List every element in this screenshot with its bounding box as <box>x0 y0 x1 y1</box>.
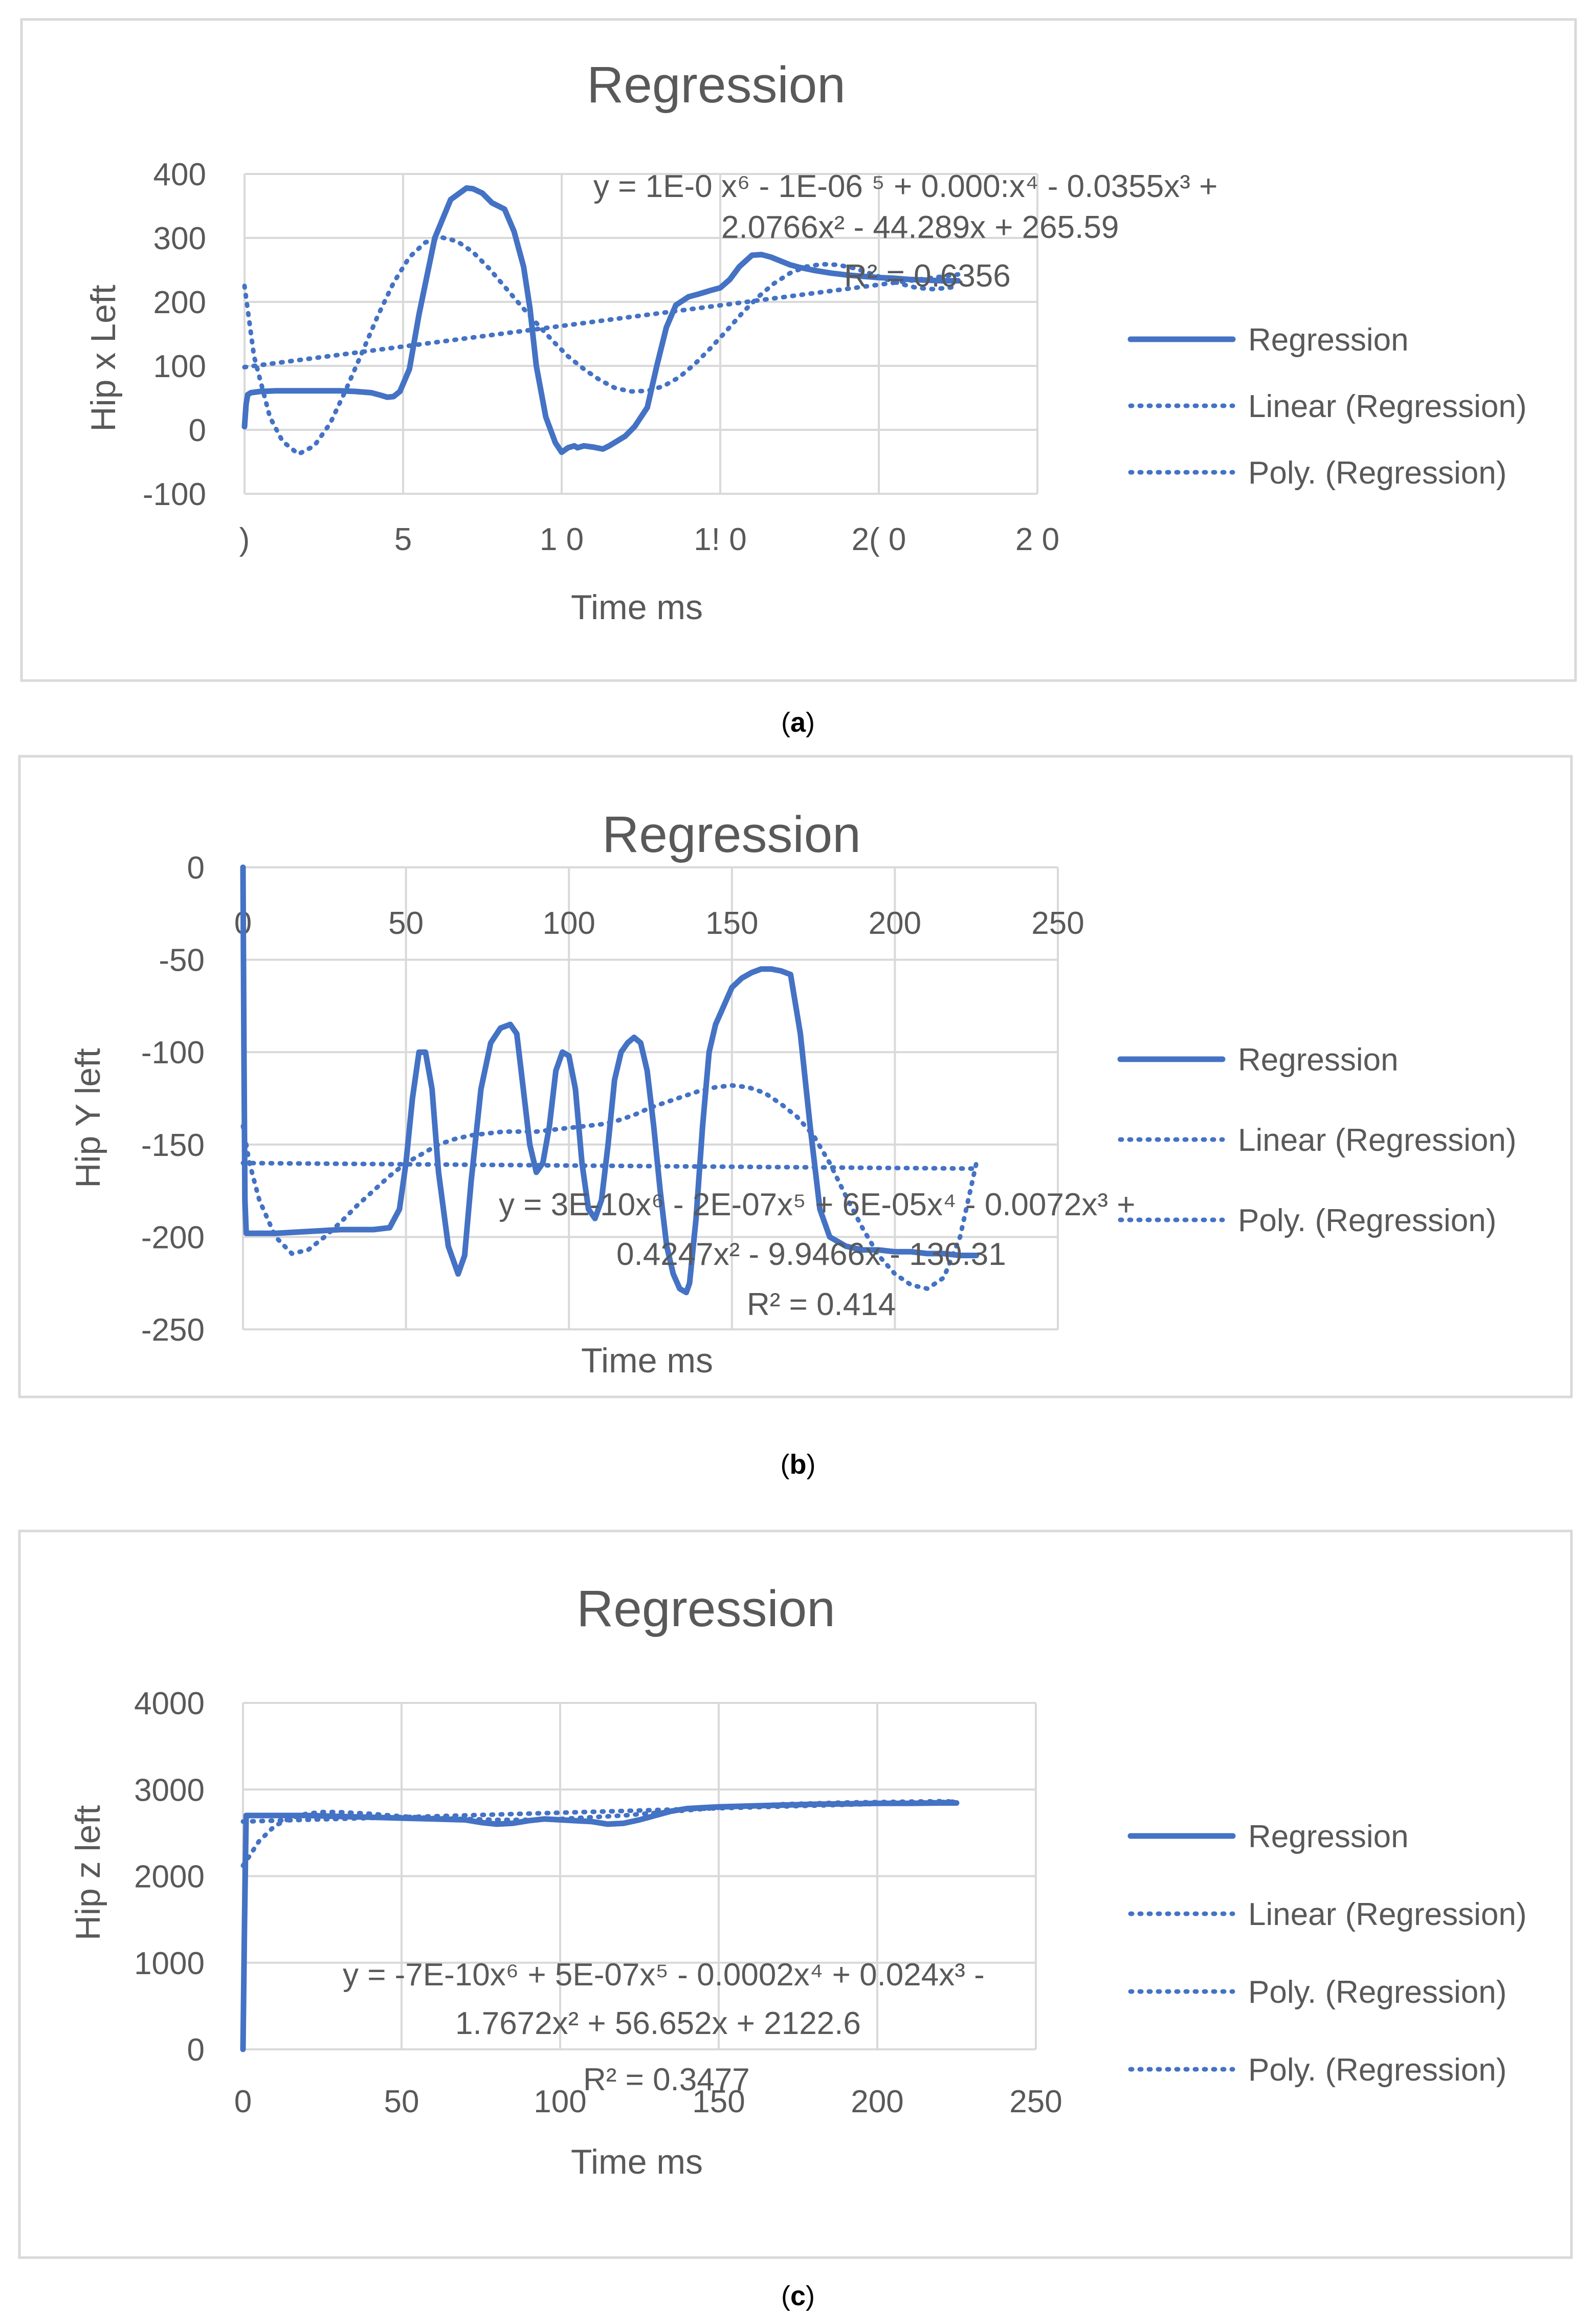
chart-frame-a <box>20 18 1577 682</box>
chart-frame-b <box>18 755 1573 1398</box>
x-tick-label-b-5: 250 <box>1031 906 1084 941</box>
y-tick-label-b-0: -250 <box>141 1312 205 1348</box>
y-tick-label-c-4: 4000 <box>134 1686 205 1721</box>
x-axis-label-b: Time ms <box>581 1341 713 1380</box>
series-c-poly-regression <box>240 1799 959 1868</box>
y-tick-label-c-3: 3000 <box>134 1773 205 1808</box>
y-tick-label-a-4: 300 <box>153 221 206 256</box>
y-tick-label-b-1: -200 <box>141 1220 205 1255</box>
x-axis-label-c: Time ms <box>571 2142 703 2181</box>
x-tick-label-a-4: 2( 0 <box>852 522 906 557</box>
x-tick-label-c-5: 250 <box>1009 2084 1062 2119</box>
chart-frame-c <box>18 1529 1573 2259</box>
y-axis-label-b: Hip Y left <box>69 1048 107 1188</box>
panel-b: Regression -250-200-150-100-500 0 50 100 15… <box>18 755 1573 1480</box>
legend-label-b-2: Poly. (Regression) <box>1238 1203 1496 1238</box>
x-tick-label-c-1: 50 <box>384 2084 419 2119</box>
y-tick-label-b-2: -150 <box>141 1128 205 1163</box>
series-b-linear-regression <box>240 1161 979 1171</box>
x-tick-label-a-5: 2 0 <box>1015 522 1059 557</box>
equation-line-1-c: y = -7E-10x⁶ + 5E-07x⁵ - 0.0002x⁴ + 0.02… <box>343 1957 985 1993</box>
panel-a: Regression -100 0 100 200 300 400 ) 5 1 0 1! 0 2(… <box>20 18 1577 738</box>
equation-line-1-a: y = 1E-0 x⁶ - 1E-06 ⁵ + 0.000:x⁴ - 0.035… <box>593 169 1217 204</box>
y-tick-label-a-0: -100 <box>143 477 206 512</box>
legend-label-c-2: Poly. (Regression) <box>1248 1975 1506 2010</box>
y-tick-label-b-3: -100 <box>141 1035 205 1070</box>
legend-label-a-1: Linear (Regression) <box>1248 389 1526 424</box>
x-tick-label-b-1: 50 <box>388 906 424 941</box>
legend-label-c-1: Linear (Regression) <box>1248 1897 1526 1932</box>
y-tick-label-a-3: 200 <box>153 285 206 320</box>
equation-line-1-b: y = 3E-10x⁶ - 2E-07x⁵ + 6E-05x⁴ - 0.0072… <box>499 1187 1135 1222</box>
r-squared-a: R² = 0.6356 <box>844 258 1011 294</box>
chart-title-c: Regression <box>577 1580 835 1637</box>
series-a-regression <box>241 185 961 455</box>
caption-a: (a) <box>781 707 815 738</box>
y-axis-label-a: Hip x Left <box>84 285 123 431</box>
y-tick-label-b-4: -50 <box>159 943 205 978</box>
trendline-equation-b: y = 3E-10x⁶ - 2E-07x⁵ + 6E-05x⁴ - 0.0072… <box>499 1187 1135 1322</box>
y-tick-label-a-2: 100 <box>153 349 206 384</box>
legend-label-a-2: Poly. (Regression) <box>1248 455 1506 491</box>
x-tick-label-b-4: 200 <box>869 906 921 941</box>
x-axis-label-a: Time ms <box>571 588 703 627</box>
x-tick-label-b-2: 100 <box>542 906 595 941</box>
y-tick-label-b-5: 0 <box>187 850 205 886</box>
trendline-equation-c: y = -7E-10x⁶ + 5E-07x⁵ - 0.0002x⁴ + 0.02… <box>343 1957 985 2097</box>
x-tick-label-c-0: 0 <box>234 2084 252 2119</box>
x-tick-label-a-0: ) <box>239 522 250 557</box>
legend-label-b-1: Linear (Regression) <box>1238 1123 1516 1158</box>
caption-b: (b) <box>781 1449 816 1480</box>
trendline-equation-a: y = 1E-0 x⁶ - 1E-06 ⁵ + 0.000:x⁴ - 0.035… <box>593 169 1217 294</box>
y-tick-label-c-2: 2000 <box>134 1859 205 1895</box>
legend-label-a-0: Regression <box>1248 322 1409 358</box>
x-tick-label-c-4: 200 <box>851 2084 903 2119</box>
r-squared-b: R² = 0.414 <box>747 1287 896 1322</box>
y-tick-label-a-1: 0 <box>189 413 206 448</box>
series-a-poly-regression <box>242 235 961 457</box>
equation-line-2-b: 0.4247x² - 9.9466x - 130.31 <box>616 1237 1006 1272</box>
y-tick-label-c-1: 1000 <box>134 1946 205 1981</box>
x-tick-label-a-1: 5 <box>394 522 412 557</box>
x-tick-label-b-3: 150 <box>705 906 758 941</box>
equation-line-2-a: 2.0766x² - 44.289x + 265.59 <box>721 210 1119 245</box>
x-tick-label-c-3: 150 <box>692 2084 745 2119</box>
caption-c: (c) <box>781 2281 815 2311</box>
series-c-linear-regression <box>240 1799 959 1824</box>
y-tick-label-c-0: 0 <box>187 2032 205 2068</box>
x-tick-label-a-3: 1! 0 <box>694 522 746 557</box>
series-b-regression <box>240 864 980 1296</box>
series-b-poly-regression <box>240 1083 979 1292</box>
chart-title-b: Regression <box>602 806 861 863</box>
legend-label-c-0: Regression <box>1248 1819 1409 1854</box>
legend-label-b-0: Regression <box>1238 1042 1399 1078</box>
panel-c: Regression 0 1000 2000 3000 4000 0 50 100 150 20… <box>18 1529 1573 2311</box>
r-squared-c: R² = 0.3477 <box>583 2062 750 2097</box>
x-tick-label-a-2: 1 0 <box>540 522 584 557</box>
equation-line-2-c: 1.7672x² + 56.652x + 2122.6 <box>455 2006 861 2041</box>
y-axis-label-c: Hip z left <box>69 1805 107 1941</box>
legend-label-c-3: Poly. (Regression) <box>1248 2052 1506 2088</box>
x-tick-label-c-2: 100 <box>534 2084 586 2119</box>
chart-title-a: Regression <box>587 56 846 114</box>
y-tick-label-a-5: 400 <box>153 157 206 192</box>
